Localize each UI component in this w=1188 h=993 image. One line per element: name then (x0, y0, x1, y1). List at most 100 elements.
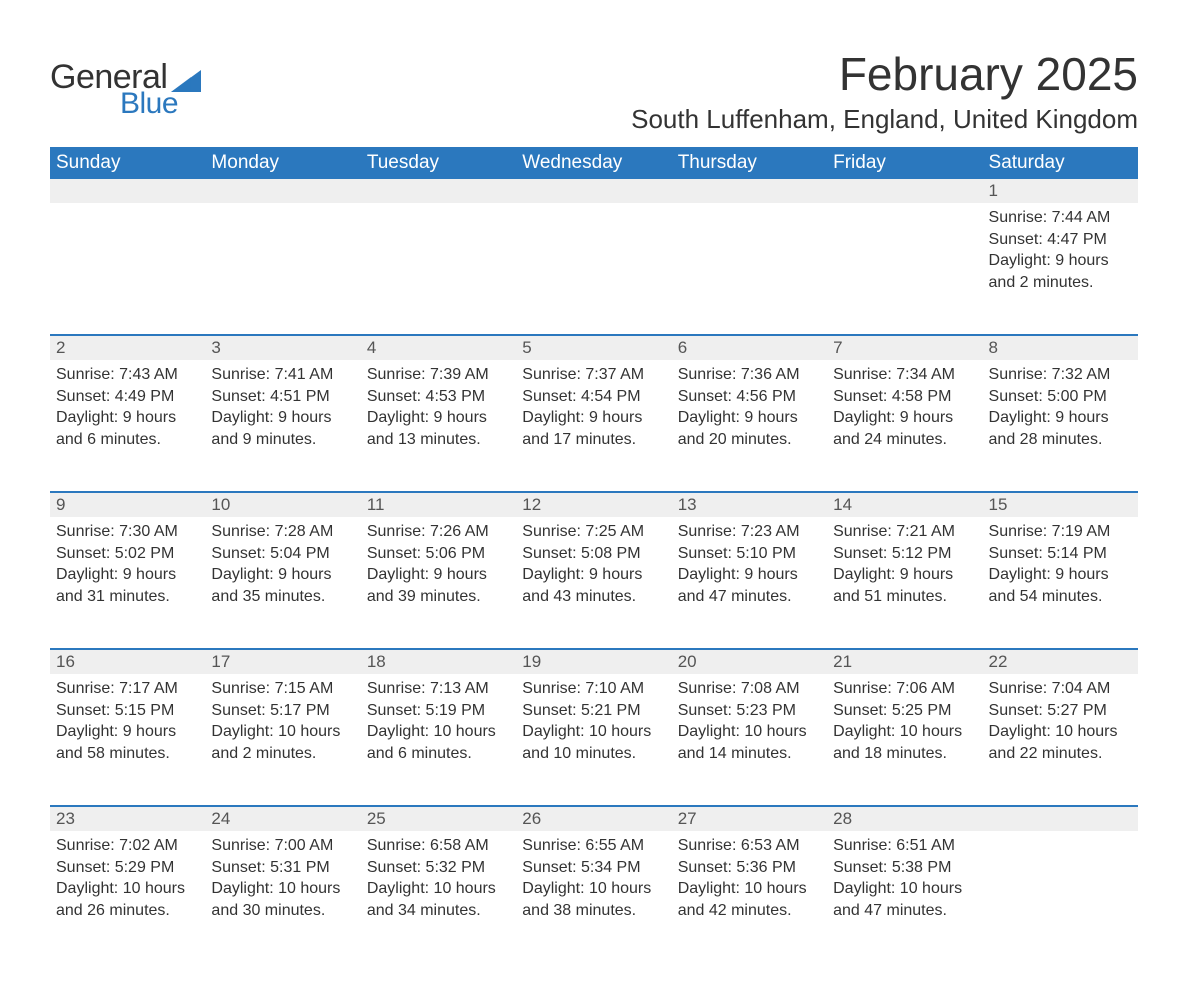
day-number: 9 (50, 493, 205, 517)
day-cell: Sunrise: 7:41 AMSunset: 4:51 PMDaylight:… (205, 360, 360, 492)
day-number-cell: 8 (983, 336, 1138, 360)
daylight-text: Daylight: 10 hours and 38 minutes. (522, 878, 665, 921)
daylight-text: Daylight: 10 hours and 42 minutes. (678, 878, 821, 921)
sunset-text: Sunset: 5:00 PM (989, 386, 1132, 408)
sunrise-text: Sunrise: 7:06 AM (833, 678, 976, 700)
day-cell-body: Sunrise: 7:23 AMSunset: 5:10 PMDaylight:… (672, 517, 827, 613)
sunset-text: Sunset: 4:53 PM (367, 386, 510, 408)
sunrise-text: Sunrise: 7:10 AM (522, 678, 665, 700)
day-cell: Sunrise: 7:10 AMSunset: 5:21 PMDaylight:… (516, 674, 671, 806)
daylight-text: Daylight: 10 hours and 26 minutes. (56, 878, 199, 921)
sunset-text: Sunset: 5:06 PM (367, 543, 510, 565)
sunset-text: Sunset: 5:31 PM (211, 857, 354, 879)
daylight-text: Daylight: 9 hours and 43 minutes. (522, 564, 665, 607)
brand-logo: General Blue (50, 58, 201, 121)
day-number-cell: 19 (516, 650, 671, 674)
sunset-text: Sunset: 5:14 PM (989, 543, 1132, 565)
day-number: 10 (205, 493, 360, 517)
day-number: 28 (827, 807, 982, 831)
day-number-cell: 20 (672, 650, 827, 674)
day-cell-body: Sunrise: 7:44 AMSunset: 4:47 PMDaylight:… (983, 203, 1138, 299)
day-cell: Sunrise: 7:06 AMSunset: 5:25 PMDaylight:… (827, 674, 982, 806)
sunset-text: Sunset: 4:47 PM (989, 229, 1132, 251)
day-number-cell: 28 (827, 807, 982, 831)
day-cell (827, 203, 982, 335)
day-number-cell: 12 (516, 493, 671, 517)
day-cell: Sunrise: 6:58 AMSunset: 5:32 PMDaylight:… (361, 831, 516, 963)
day-number: 22 (983, 650, 1138, 674)
sunset-text: Sunset: 5:34 PM (522, 857, 665, 879)
sunrise-text: Sunrise: 6:58 AM (367, 835, 510, 857)
day-cell (361, 203, 516, 335)
day-number: 15 (983, 493, 1138, 517)
day-number-cell: 15 (983, 493, 1138, 517)
sunrise-text: Sunrise: 7:04 AM (989, 678, 1132, 700)
day-cell (516, 203, 671, 335)
day-number-cell (50, 179, 205, 203)
day-number: 20 (672, 650, 827, 674)
sunset-text: Sunset: 5:04 PM (211, 543, 354, 565)
day-cell: Sunrise: 7:13 AMSunset: 5:19 PMDaylight:… (361, 674, 516, 806)
day-number: 2 (50, 336, 205, 360)
daylight-text: Daylight: 9 hours and 51 minutes. (833, 564, 976, 607)
day-cell: Sunrise: 7:02 AMSunset: 5:29 PMDaylight:… (50, 831, 205, 963)
day-number-cell: 10 (205, 493, 360, 517)
day-cell: Sunrise: 7:08 AMSunset: 5:23 PMDaylight:… (672, 674, 827, 806)
day-number-cell: 2 (50, 336, 205, 360)
sunrise-text: Sunrise: 7:30 AM (56, 521, 199, 543)
day-number-cell: 17 (205, 650, 360, 674)
sunset-text: Sunset: 5:02 PM (56, 543, 199, 565)
location-subtitle: South Luffenham, England, United Kingdom (631, 104, 1138, 135)
day-cell: Sunrise: 7:21 AMSunset: 5:12 PMDaylight:… (827, 517, 982, 649)
title-block: February 2025 South Luffenham, England, … (631, 50, 1138, 135)
day-cell: Sunrise: 7:25 AMSunset: 5:08 PMDaylight:… (516, 517, 671, 649)
sunrise-text: Sunrise: 7:39 AM (367, 364, 510, 386)
day-number: 1 (983, 179, 1138, 203)
daylight-text: Daylight: 10 hours and 34 minutes. (367, 878, 510, 921)
week-row: Sunrise: 7:43 AMSunset: 4:49 PMDaylight:… (50, 360, 1138, 492)
sunset-text: Sunset: 5:08 PM (522, 543, 665, 565)
sunrise-text: Sunrise: 7:41 AM (211, 364, 354, 386)
day-number: 13 (672, 493, 827, 517)
daylight-text: Daylight: 9 hours and 47 minutes. (678, 564, 821, 607)
sunrise-text: Sunrise: 6:51 AM (833, 835, 976, 857)
day-cell-body: Sunrise: 7:36 AMSunset: 4:56 PMDaylight:… (672, 360, 827, 456)
day-number-cell (983, 807, 1138, 831)
day-number-cell: 25 (361, 807, 516, 831)
sunrise-text: Sunrise: 7:15 AM (211, 678, 354, 700)
day-number-cell (516, 179, 671, 203)
day-number-cell: 22 (983, 650, 1138, 674)
day-number-row: 9101112131415 (50, 493, 1138, 517)
daylight-text: Daylight: 9 hours and 9 minutes. (211, 407, 354, 450)
day-number-cell: 3 (205, 336, 360, 360)
day-number-cell: 5 (516, 336, 671, 360)
month-year-title: February 2025 (631, 50, 1138, 98)
sunrise-text: Sunrise: 7:25 AM (522, 521, 665, 543)
day-cell-body: Sunrise: 7:08 AMSunset: 5:23 PMDaylight:… (672, 674, 827, 770)
day-cell-body: Sunrise: 7:26 AMSunset: 5:06 PMDaylight:… (361, 517, 516, 613)
day-number: 14 (827, 493, 982, 517)
day-cell-body: Sunrise: 7:02 AMSunset: 5:29 PMDaylight:… (50, 831, 205, 927)
sunset-text: Sunset: 5:27 PM (989, 700, 1132, 722)
daylight-text: Daylight: 9 hours and 13 minutes. (367, 407, 510, 450)
day-cell-body: Sunrise: 6:58 AMSunset: 5:32 PMDaylight:… (361, 831, 516, 927)
week-row: Sunrise: 7:44 AMSunset: 4:47 PMDaylight:… (50, 203, 1138, 335)
day-cell: Sunrise: 7:44 AMSunset: 4:47 PMDaylight:… (983, 203, 1138, 335)
day-number: 11 (361, 493, 516, 517)
daylight-text: Daylight: 10 hours and 6 minutes. (367, 721, 510, 764)
sunrise-text: Sunrise: 7:23 AM (678, 521, 821, 543)
day-number: 4 (361, 336, 516, 360)
day-number-cell (205, 179, 360, 203)
day-number-cell: 4 (361, 336, 516, 360)
sunset-text: Sunset: 5:32 PM (367, 857, 510, 879)
day-cell-body: Sunrise: 7:21 AMSunset: 5:12 PMDaylight:… (827, 517, 982, 613)
day-cell: Sunrise: 6:51 AMSunset: 5:38 PMDaylight:… (827, 831, 982, 963)
sunrise-text: Sunrise: 7:43 AM (56, 364, 199, 386)
day-cell: Sunrise: 7:30 AMSunset: 5:02 PMDaylight:… (50, 517, 205, 649)
day-cell: Sunrise: 7:23 AMSunset: 5:10 PMDaylight:… (672, 517, 827, 649)
sunrise-text: Sunrise: 7:37 AM (522, 364, 665, 386)
sunrise-text: Sunrise: 7:08 AM (678, 678, 821, 700)
sunrise-text: Sunrise: 6:55 AM (522, 835, 665, 857)
day-number-cell (361, 179, 516, 203)
day-cell: Sunrise: 7:00 AMSunset: 5:31 PMDaylight:… (205, 831, 360, 963)
